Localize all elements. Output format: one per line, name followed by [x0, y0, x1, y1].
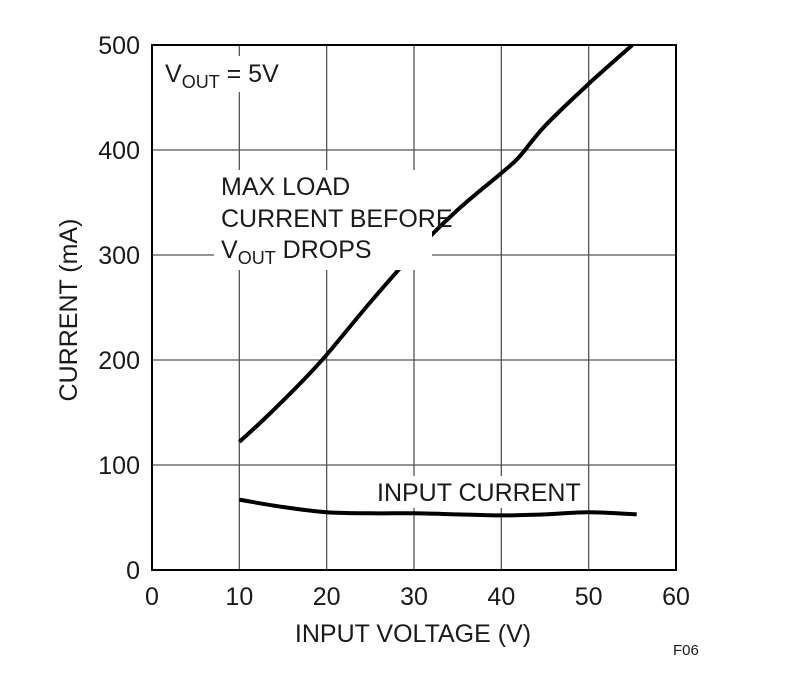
x-tick-label: 30	[400, 583, 428, 611]
y-tick-label: 0	[126, 557, 140, 585]
plot-frame	[151, 44, 677, 571]
vout-subscript: OUT	[182, 72, 220, 92]
max-load-label-line3: VOUT DROPS	[221, 236, 372, 268]
x-tick-labels: 0 10 20 30 40 50 60	[145, 583, 690, 611]
x-tick-label: 20	[313, 583, 341, 611]
vout-v: V	[165, 60, 182, 88]
series-lines	[237, 43, 637, 518]
x-tick-label: 50	[575, 583, 603, 611]
max-load-label-line1: MAX LOAD	[221, 173, 350, 201]
max-load-annotation-bg	[214, 170, 432, 270]
y-tick-label: 200	[98, 347, 140, 375]
vout-value: = 5V	[220, 60, 279, 88]
plot-border	[151, 44, 677, 571]
y-tick-label: 500	[98, 32, 140, 60]
drops-subscript: OUT	[238, 248, 276, 268]
y-tick-labels: 0 100 200 300 400 500	[98, 32, 140, 585]
input-current-label: INPUT CURRENT	[377, 479, 581, 507]
y-axis-label: CURRENT (mA)	[55, 219, 83, 402]
y-tick-label: 100	[98, 452, 140, 480]
y-tick-label: 300	[98, 242, 140, 270]
max-load-label-line2: CURRENT BEFORE	[221, 205, 453, 233]
vout-condition-annotation: VOUT = 5V	[165, 60, 279, 92]
x-tick-label: 10	[225, 583, 253, 611]
x-axis-label: INPUT VOLTAGE (V)	[295, 620, 531, 648]
grid-lines	[152, 45, 676, 570]
x-tick-label: 40	[487, 583, 515, 611]
figure-id: F06	[673, 642, 699, 659]
input-current-annotation-bg	[372, 476, 570, 508]
y-tick-label: 400	[98, 137, 140, 165]
x-tick-label: 0	[145, 583, 159, 611]
drops-v: V	[221, 236, 238, 264]
input-current-line	[239, 497, 637, 518]
x-tick-label: 60	[662, 583, 690, 611]
drops-text: DROPS	[276, 236, 372, 264]
vout-annotation-bg	[160, 56, 278, 92]
